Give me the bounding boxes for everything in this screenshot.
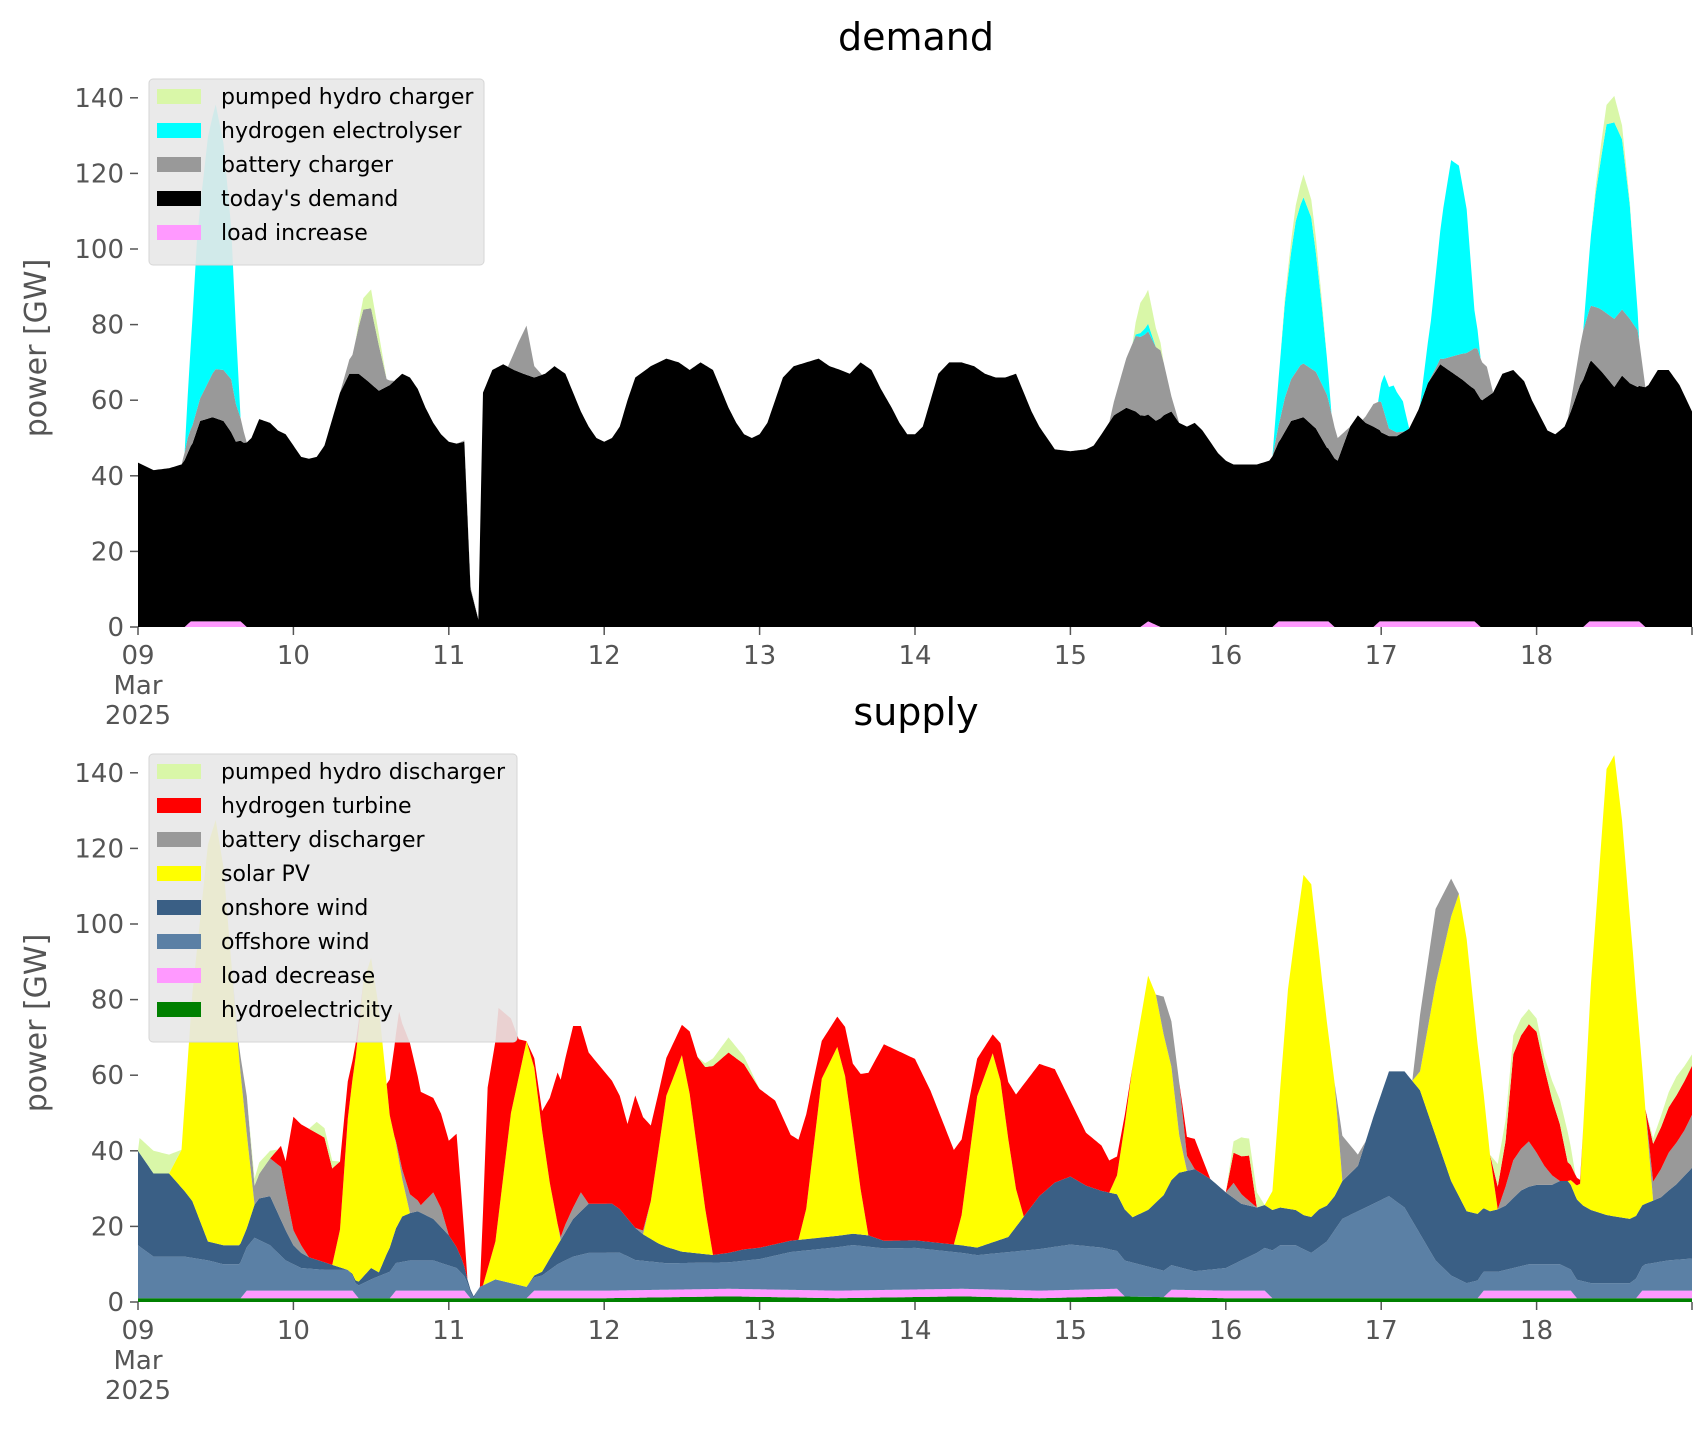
- supply-areas: [138, 755, 1692, 1302]
- today-s-demand-legend-swatch: [157, 191, 201, 206]
- x-tick-label: 10: [277, 1316, 310, 1346]
- demand-y-axis-label: power [GW]: [19, 259, 54, 438]
- y-tick-label: 60: [91, 1061, 124, 1091]
- supply-chart-title: supply: [853, 690, 978, 734]
- solar-pv-area: [138, 755, 1692, 1297]
- x-tick-label: 12: [588, 641, 621, 671]
- load-decrease-legend-swatch: [157, 968, 201, 983]
- battery-charger-area: [138, 305, 1692, 620]
- y-tick-label: 100: [74, 235, 124, 265]
- x-tick-label: 16: [1209, 1316, 1242, 1346]
- hydrogen-electrolyser-legend-swatch: [157, 123, 201, 138]
- offshore-wind-legend-label: offshore wind: [221, 930, 370, 955]
- supply-legend: pumped hydro discharger hydrogen turbine b…: [148, 753, 518, 1043]
- x-tick-label: 17: [1365, 641, 1398, 671]
- pumped-hydro-discharger-legend-swatch: [157, 764, 201, 779]
- pumped-hydro-charger-legend-label: pumped hydro charger: [221, 85, 474, 110]
- x-tick-label: 16: [1209, 641, 1242, 671]
- pumped-hydro-discharger-legend-label: pumped hydro discharger: [221, 760, 506, 785]
- x-tick-label: 12: [588, 1316, 621, 1346]
- hydrogen-turbine-legend-label: hydrogen turbine: [221, 794, 412, 819]
- x-tick-label: 15: [1054, 641, 1087, 671]
- x-tick-label: 18: [1520, 641, 1553, 671]
- y-tick-label: 40: [91, 1137, 124, 1167]
- hydrogen-turbine-legend-swatch: [157, 798, 201, 813]
- demand-chart-title: demand: [838, 15, 994, 59]
- supply-y-axis-label: power [GW]: [19, 934, 54, 1113]
- battery-discharger-legend-swatch: [157, 832, 201, 847]
- today-s-demand-legend-label: today's demand: [221, 187, 398, 212]
- demand-legend: pumped hydro charger hydrogen electrolyse…: [148, 78, 485, 266]
- battery-discharger-legend-label: battery discharger: [221, 828, 426, 853]
- offshore-wind-legend-swatch: [157, 934, 201, 949]
- x-tick-label: 14: [898, 641, 931, 671]
- demand-areas: [138, 95, 1692, 627]
- hydrogen-electrolyser-area: [138, 104, 1692, 620]
- x-tick-label: 09 Mar 2025: [105, 641, 171, 731]
- legend-box: [148, 753, 518, 1043]
- x-tick-label: 11: [432, 641, 465, 671]
- y-tick-label: 100: [74, 910, 124, 940]
- offshore-wind-area: [138, 1196, 1692, 1299]
- hydrogen-turbine-area: [138, 755, 1692, 1297]
- x-tick-label: 11: [432, 1316, 465, 1346]
- y-tick-label: 80: [91, 311, 124, 341]
- load-decrease-legend-label: load decrease: [221, 964, 375, 989]
- y-tick-label: 20: [91, 1212, 124, 1242]
- demand-panel: demand power [GW] 0 20 40 60 80 100 120 140 09 Ma…: [19, 15, 1693, 731]
- onshore-wind-legend-swatch: [157, 900, 201, 915]
- hydroelectricity-legend-swatch: [157, 1002, 201, 1017]
- demand-axes: 0 20 40 60 80 100 120 140 09 Mar 2025 10 11 12 13 14 15 1…: [74, 84, 1693, 731]
- solar-pv-legend-swatch: [157, 866, 201, 881]
- x-tick-label: 13: [743, 641, 776, 671]
- load-decrease-area: [138, 1288, 1692, 1299]
- hydrogen-electrolyser-legend-label: hydrogen electrolyser: [221, 119, 462, 144]
- solar-pv-legend-label: solar PV: [221, 862, 310, 887]
- x-tick-label: 10: [277, 641, 310, 671]
- y-tick-label: 140: [74, 84, 124, 114]
- x-tick-label: 17: [1365, 1316, 1398, 1346]
- y-tick-label: 60: [91, 386, 124, 416]
- load-increase-legend-swatch: [157, 225, 201, 240]
- hydroelectricity-area: [138, 1296, 1692, 1302]
- y-tick-label: 40: [91, 462, 124, 492]
- y-tick-label: 0: [107, 613, 124, 643]
- battery-charger-legend-swatch: [157, 157, 201, 172]
- y-tick-label: 20: [91, 537, 124, 567]
- today-s-demand-area: [138, 358, 1692, 627]
- supply-panel: supply power [GW] 0 20 40 60 80 100 120 140 09 Ma…: [19, 690, 1693, 1406]
- y-tick-label: 0: [107, 1288, 124, 1318]
- x-tick-label: 09 Mar 2025: [105, 1316, 171, 1406]
- battery-discharger-area: [138, 755, 1692, 1297]
- x-tick-label: 13: [743, 1316, 776, 1346]
- load-increase-legend-label: load increase: [221, 221, 368, 246]
- supply-axes: 0 20 40 60 80 100 120 140 09 Mar 2025 10 11 12 13 14 15 1…: [74, 759, 1693, 1406]
- y-tick-label: 140: [74, 759, 124, 789]
- y-tick-label: 80: [91, 986, 124, 1016]
- x-tick-label: 18: [1520, 1316, 1553, 1346]
- y-tick-label: 120: [74, 834, 124, 864]
- onshore-wind-area: [138, 1071, 1692, 1299]
- hydroelectricity-legend-label: hydroelectricity: [221, 998, 393, 1023]
- x-tick-label: 14: [898, 1316, 931, 1346]
- onshore-wind-legend-label: onshore wind: [221, 896, 368, 921]
- pumped-hydro-charger-legend-swatch: [157, 89, 201, 104]
- legend-box: [148, 78, 485, 266]
- y-tick-label: 120: [74, 159, 124, 189]
- load-increase-area: [138, 621, 1692, 627]
- x-tick-label: 15: [1054, 1316, 1087, 1346]
- battery-charger-legend-label: battery charger: [221, 153, 394, 178]
